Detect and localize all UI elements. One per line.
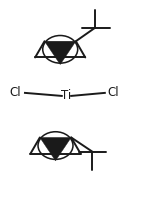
Polygon shape xyxy=(45,41,76,64)
Polygon shape xyxy=(40,137,71,161)
Text: Ti: Ti xyxy=(61,89,72,102)
Text: Cl: Cl xyxy=(108,86,119,99)
Text: Cl: Cl xyxy=(9,86,21,99)
